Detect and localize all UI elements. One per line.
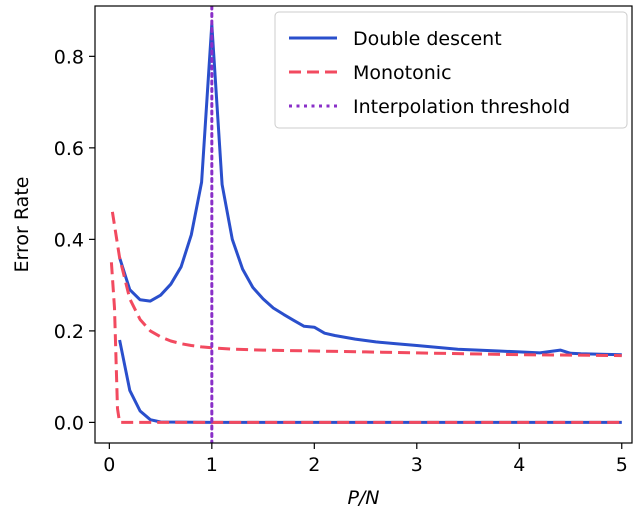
legend-label: Double descent — [353, 28, 502, 50]
series-line-segment — [118, 22, 622, 357]
series-layer — [109, 6, 622, 443]
x-tick-label: 3 — [411, 454, 423, 476]
x-tick-label: 1 — [206, 454, 218, 476]
y-tick-label: 0.0 — [54, 412, 84, 434]
series-line-segment — [109, 262, 622, 424]
y-tick-label: 0.6 — [54, 138, 84, 160]
legend-label: Monotonic — [353, 62, 452, 84]
x-axis-ticks: 0 1 2 3 4 5 — [103, 443, 628, 476]
legend-box — [274, 11, 628, 129]
series-line-segment — [110, 211, 622, 358]
x-tick-label: 4 — [513, 454, 525, 476]
y-axis-ticks: 0.0 0.2 0.4 0.6 0.8 — [54, 46, 95, 434]
legend: Double descent Monotonic Interpolation thr… — [274, 11, 628, 129]
y-tick-label: 0.8 — [54, 46, 84, 68]
y-tick-label: 0.4 — [54, 229, 84, 251]
y-axis-label: Error Rate — [11, 177, 33, 273]
legend-label: Interpolation threshold — [353, 96, 570, 118]
x-tick-label: 0 — [103, 454, 115, 476]
axes-frame — [94, 5, 633, 444]
y-tick-label: 0.2 — [54, 321, 84, 343]
x-axis-label: P/N — [347, 487, 379, 509]
x-tick-label: 2 — [308, 454, 320, 476]
x-tick-label: 5 — [616, 454, 628, 476]
series-monotonic — [109, 211, 622, 424]
